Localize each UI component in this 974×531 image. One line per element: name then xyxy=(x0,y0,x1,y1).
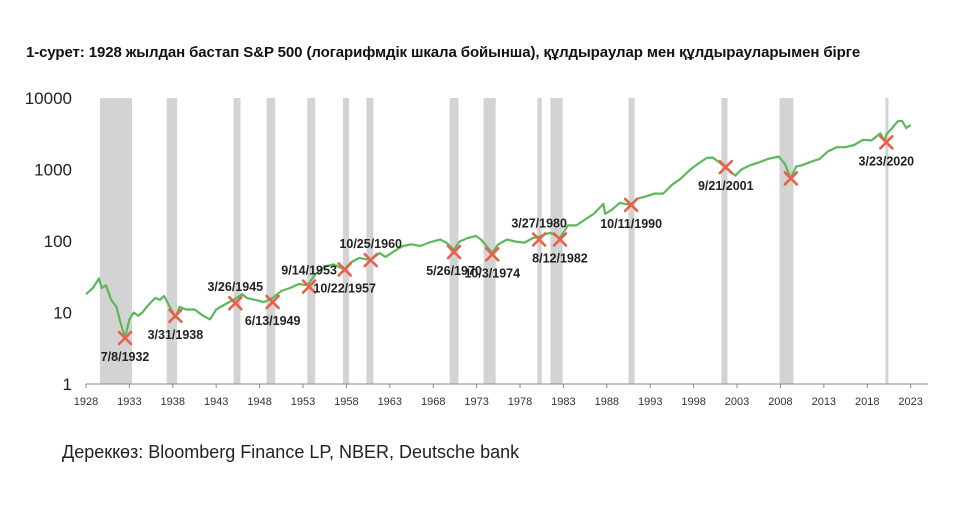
x-tick-label: 2023 xyxy=(898,396,922,408)
x-tick-label: 1943 xyxy=(204,396,228,408)
x-tick-label: 1983 xyxy=(551,396,575,408)
recession-bands xyxy=(99,98,889,384)
x-tick-label: 1938 xyxy=(161,396,185,408)
x-tick-label: 2013 xyxy=(812,396,836,408)
marker-x-stroke xyxy=(265,294,280,310)
trough-marker: 10/22/1957 xyxy=(313,262,376,295)
trough-date-label: 9/14/1953 xyxy=(281,264,337,278)
trough-markers: 7/8/1932 3/31/1938 3/26/1945 6/13/1949 9/14/… xyxy=(101,135,915,364)
x-tick-label: 1928 xyxy=(74,396,98,408)
trough-date-label: 10/11/1990 xyxy=(600,217,662,231)
marker-x-stroke xyxy=(446,244,462,260)
marker-x-stroke xyxy=(879,135,894,150)
x-tick-label: 1958 xyxy=(334,396,358,408)
source-note: Дереккөз: Bloomberg Finance LP, NBER, De… xyxy=(62,442,520,462)
trough-marker: 7/8/1932 xyxy=(101,330,150,364)
trough-marker: 9/14/1953 xyxy=(281,264,337,294)
recession-band xyxy=(307,98,316,384)
marker-x-stroke xyxy=(718,159,734,175)
marker-x-stroke xyxy=(301,279,317,294)
marker-x-stroke xyxy=(552,232,568,247)
trough-date-label: 3/23/2020 xyxy=(859,154,915,168)
x-tick-label: 2003 xyxy=(725,396,749,408)
x-tick-label: 1973 xyxy=(464,396,488,408)
x-tick-label: 1988 xyxy=(595,396,619,408)
marker-x-stroke xyxy=(228,295,243,311)
y-tick-label: 10000 xyxy=(25,89,72,108)
trough-marker: 3/26/1945 xyxy=(207,280,263,311)
x-tick-label: 1998 xyxy=(681,396,705,408)
x-tick-label: 1993 xyxy=(638,396,662,408)
recession-band xyxy=(266,98,276,384)
marker-x-stroke xyxy=(168,308,183,324)
marker-x-stroke xyxy=(117,330,133,346)
recession-band xyxy=(342,98,350,384)
marker-x-stroke xyxy=(363,252,379,268)
recession-band xyxy=(233,98,241,384)
recession-band xyxy=(550,98,563,384)
trough-marker: 3/31/1938 xyxy=(148,308,204,342)
recession-band xyxy=(628,98,635,384)
y-tick-label: 100 xyxy=(44,232,72,251)
recession-band xyxy=(885,98,889,384)
trough-date-label: 10/25/1960 xyxy=(339,237,402,251)
trough-date-label: 8/12/1982 xyxy=(532,251,588,265)
y-tick-label: 1000 xyxy=(34,161,72,180)
x-tick-label: 1978 xyxy=(508,396,532,408)
trough-marker: 9/21/2001 xyxy=(698,159,754,193)
marker-x-stroke xyxy=(623,197,639,213)
trough-date-label: 5/26/1970 xyxy=(426,264,482,278)
x-tick-label: 1948 xyxy=(247,396,271,408)
trough-marker: 10/25/1960 xyxy=(339,237,402,268)
x-tick-label: 1968 xyxy=(421,396,445,408)
marker-x-stroke xyxy=(484,247,500,262)
x-tick-label: 1953 xyxy=(291,396,315,408)
trough-marker: 5/26/1970 xyxy=(426,244,482,278)
marker-x-stroke xyxy=(783,171,799,186)
trough-date-label: 9/21/2001 xyxy=(698,179,754,193)
trough-date-label: 3/27/1980 xyxy=(511,216,567,230)
recession-band xyxy=(449,98,459,384)
trough-marker xyxy=(783,171,799,186)
trough-marker: 8/12/1982 xyxy=(532,232,588,265)
x-tick-label: 1933 xyxy=(117,396,141,408)
trough-marker: 3/27/1980 xyxy=(511,216,567,247)
trough-date-label: 7/8/1932 xyxy=(101,350,150,364)
recession-band xyxy=(483,98,496,384)
recession-band xyxy=(721,98,728,384)
trough-date-label: 6/13/1949 xyxy=(245,314,301,328)
trough-marker: 10/3/1974 xyxy=(464,247,520,280)
marker-x-stroke xyxy=(531,232,547,247)
recession-band xyxy=(166,98,178,384)
y-tick-label: 10 xyxy=(53,304,72,323)
trough-date-label: 10/22/1957 xyxy=(313,281,376,295)
marker-x-stroke xyxy=(337,262,352,277)
x-tick-label: 1963 xyxy=(378,396,402,408)
recession-band xyxy=(779,98,794,384)
x-tick-label: 2018 xyxy=(855,396,879,408)
trough-marker: 10/11/1990 xyxy=(600,197,662,231)
recession-band xyxy=(366,98,374,384)
trough-date-label: 10/3/1974 xyxy=(464,266,520,280)
trough-date-label: 3/26/1945 xyxy=(207,280,263,294)
y-tick-label: 1 xyxy=(63,375,72,394)
x-tick-label: 2008 xyxy=(768,396,792,408)
trough-date-label: 3/31/1938 xyxy=(148,328,204,342)
trough-marker: 3/23/2020 xyxy=(859,135,915,168)
chart-axes: 1 10 100 1000 10000 1928 1933 1938 1943 1948 1953 1… xyxy=(25,89,928,408)
trough-marker: 6/13/1949 xyxy=(245,294,301,328)
chart-title: 1-сурет: 1928 жылдан бастап S&P 500 (лог… xyxy=(26,44,861,61)
